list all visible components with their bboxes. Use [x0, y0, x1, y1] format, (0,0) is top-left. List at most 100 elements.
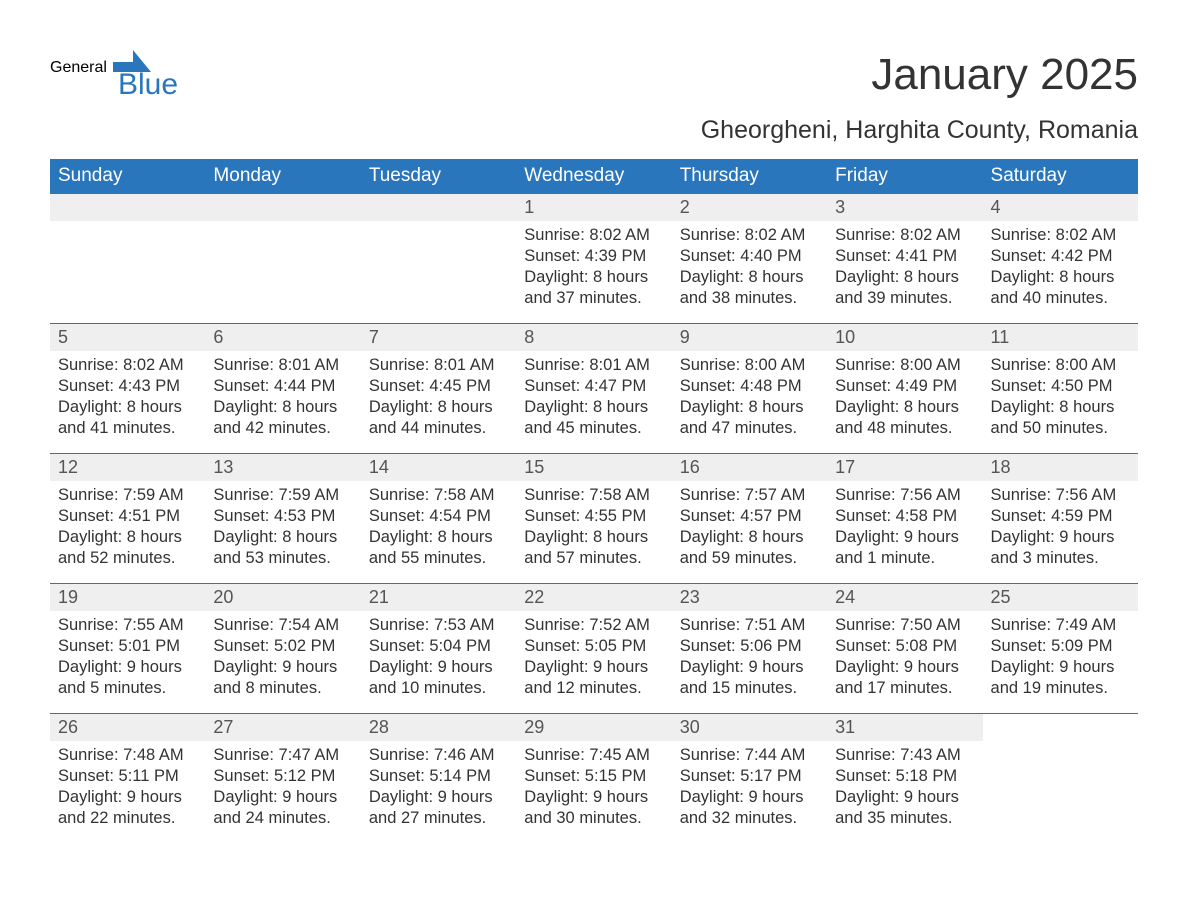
day-body: Sunrise: 7:46 AMSunset: 5:14 PMDaylight:…: [361, 741, 516, 835]
daylight-text-1: Daylight: 9 hours: [524, 657, 663, 678]
day-number: 10: [827, 324, 982, 351]
sunrise-text: Sunrise: 7:57 AM: [680, 485, 819, 506]
sunset-text: Sunset: 4:47 PM: [524, 376, 663, 397]
day-body: Sunrise: 8:02 AMSunset: 4:42 PMDaylight:…: [983, 221, 1138, 315]
daylight-text-2: and 10 minutes.: [369, 678, 508, 699]
sunrise-text: Sunrise: 8:02 AM: [524, 225, 663, 246]
sunrise-text: Sunrise: 7:56 AM: [835, 485, 974, 506]
calendar-cell: 21Sunrise: 7:53 AMSunset: 5:04 PMDayligh…: [361, 584, 516, 714]
day-body: Sunrise: 7:59 AMSunset: 4:53 PMDaylight:…: [205, 481, 360, 575]
daylight-text-1: Daylight: 9 hours: [835, 787, 974, 808]
sunset-text: Sunset: 4:40 PM: [680, 246, 819, 267]
day-body: Sunrise: 8:00 AMSunset: 4:48 PMDaylight:…: [672, 351, 827, 445]
calendar-cell: 1Sunrise: 8:02 AMSunset: 4:39 PMDaylight…: [516, 194, 671, 324]
day-number: 2: [672, 194, 827, 221]
daylight-text-2: and 59 minutes.: [680, 548, 819, 569]
day-number: 27: [205, 714, 360, 741]
day-body: Sunrise: 8:01 AMSunset: 4:44 PMDaylight:…: [205, 351, 360, 445]
daylight-text-2: and 52 minutes.: [58, 548, 197, 569]
day-number: 30: [672, 714, 827, 741]
day-header: Friday: [827, 159, 982, 194]
calendar-week: 1Sunrise: 8:02 AMSunset: 4:39 PMDaylight…: [50, 194, 1138, 324]
calendar-cell: 17Sunrise: 7:56 AMSunset: 4:58 PMDayligh…: [827, 454, 982, 584]
daylight-text-1: Daylight: 9 hours: [369, 787, 508, 808]
daylight-text-2: and 5 minutes.: [58, 678, 197, 699]
daylight-text-1: Daylight: 8 hours: [213, 397, 352, 418]
sunset-text: Sunset: 4:45 PM: [369, 376, 508, 397]
daylight-text-2: and 50 minutes.: [991, 418, 1130, 439]
calendar-cell: 28Sunrise: 7:46 AMSunset: 5:14 PMDayligh…: [361, 714, 516, 844]
day-header: Monday: [205, 159, 360, 194]
calendar-cell: [983, 714, 1138, 844]
sunset-text: Sunset: 4:39 PM: [524, 246, 663, 267]
sunset-text: Sunset: 5:18 PM: [835, 766, 974, 787]
day-number: 12: [50, 454, 205, 481]
daylight-text-1: Daylight: 9 hours: [58, 787, 197, 808]
calendar-cell: 27Sunrise: 7:47 AMSunset: 5:12 PMDayligh…: [205, 714, 360, 844]
daylight-text-2: and 45 minutes.: [524, 418, 663, 439]
calendar-cell: 10Sunrise: 8:00 AMSunset: 4:49 PMDayligh…: [827, 324, 982, 454]
calendar-cell: 3Sunrise: 8:02 AMSunset: 4:41 PMDaylight…: [827, 194, 982, 324]
day-body: Sunrise: 8:00 AMSunset: 4:50 PMDaylight:…: [983, 351, 1138, 445]
sunset-text: Sunset: 4:42 PM: [991, 246, 1130, 267]
sunset-text: Sunset: 5:12 PM: [213, 766, 352, 787]
header-row: General Blue January 2025 Gheorgheni, Ha…: [50, 50, 1138, 145]
calendar-cell: 23Sunrise: 7:51 AMSunset: 5:06 PMDayligh…: [672, 584, 827, 714]
daylight-text-2: and 19 minutes.: [991, 678, 1130, 699]
calendar-cell: 5Sunrise: 8:02 AMSunset: 4:43 PMDaylight…: [50, 324, 205, 454]
daylight-text-1: Daylight: 9 hours: [835, 657, 974, 678]
day-number: 22: [516, 584, 671, 611]
sunset-text: Sunset: 5:01 PM: [58, 636, 197, 657]
daylight-text-1: Daylight: 8 hours: [835, 267, 974, 288]
day-number: 16: [672, 454, 827, 481]
daylight-text-2: and 47 minutes.: [680, 418, 819, 439]
sunrise-text: Sunrise: 7:50 AM: [835, 615, 974, 636]
day-number: 13: [205, 454, 360, 481]
calendar-week: 19Sunrise: 7:55 AMSunset: 5:01 PMDayligh…: [50, 584, 1138, 714]
sunset-text: Sunset: 5:09 PM: [991, 636, 1130, 657]
day-body: Sunrise: 8:02 AMSunset: 4:39 PMDaylight:…: [516, 221, 671, 315]
sunrise-text: Sunrise: 8:00 AM: [680, 355, 819, 376]
day-body: Sunrise: 7:59 AMSunset: 4:51 PMDaylight:…: [50, 481, 205, 575]
sunset-text: Sunset: 5:15 PM: [524, 766, 663, 787]
logo-text: General Blue: [50, 50, 178, 100]
calendar-week: 26Sunrise: 7:48 AMSunset: 5:11 PMDayligh…: [50, 714, 1138, 844]
day-body: Sunrise: 7:57 AMSunset: 4:57 PMDaylight:…: [672, 481, 827, 575]
day-body: Sunrise: 7:50 AMSunset: 5:08 PMDaylight:…: [827, 611, 982, 705]
sunset-text: Sunset: 5:02 PM: [213, 636, 352, 657]
empty-day-num: [50, 194, 205, 221]
sunrise-text: Sunrise: 7:56 AM: [991, 485, 1130, 506]
day-number: 1: [516, 194, 671, 221]
sunrise-text: Sunrise: 8:00 AM: [835, 355, 974, 376]
daylight-text-1: Daylight: 8 hours: [991, 267, 1130, 288]
daylight-text-1: Daylight: 8 hours: [835, 397, 974, 418]
sunrise-text: Sunrise: 7:58 AM: [369, 485, 508, 506]
calendar-cell: 11Sunrise: 8:00 AMSunset: 4:50 PMDayligh…: [983, 324, 1138, 454]
sunrise-text: Sunrise: 7:53 AM: [369, 615, 508, 636]
sunrise-text: Sunrise: 7:49 AM: [991, 615, 1130, 636]
sunset-text: Sunset: 4:48 PM: [680, 376, 819, 397]
day-body: Sunrise: 7:54 AMSunset: 5:02 PMDaylight:…: [205, 611, 360, 705]
daylight-text-2: and 53 minutes.: [213, 548, 352, 569]
day-body: Sunrise: 7:44 AMSunset: 5:17 PMDaylight:…: [672, 741, 827, 835]
day-header: Thursday: [672, 159, 827, 194]
daylight-text-2: and 27 minutes.: [369, 808, 508, 829]
sunset-text: Sunset: 4:58 PM: [835, 506, 974, 527]
day-body: Sunrise: 7:45 AMSunset: 5:15 PMDaylight:…: [516, 741, 671, 835]
day-header: Tuesday: [361, 159, 516, 194]
sunset-text: Sunset: 5:17 PM: [680, 766, 819, 787]
calendar-cell: 15Sunrise: 7:58 AMSunset: 4:55 PMDayligh…: [516, 454, 671, 584]
sunset-text: Sunset: 5:11 PM: [58, 766, 197, 787]
daylight-text-2: and 8 minutes.: [213, 678, 352, 699]
day-header: Wednesday: [516, 159, 671, 194]
location-text: Gheorgheni, Harghita County, Romania: [701, 116, 1138, 145]
calendar-cell: 31Sunrise: 7:43 AMSunset: 5:18 PMDayligh…: [827, 714, 982, 844]
sunset-text: Sunset: 5:05 PM: [524, 636, 663, 657]
calendar-cell: 8Sunrise: 8:01 AMSunset: 4:47 PMDaylight…: [516, 324, 671, 454]
calendar-week: 12Sunrise: 7:59 AMSunset: 4:51 PMDayligh…: [50, 454, 1138, 584]
title-block: January 2025 Gheorgheni, Harghita County…: [701, 50, 1138, 145]
sunrise-text: Sunrise: 7:45 AM: [524, 745, 663, 766]
day-body: Sunrise: 8:02 AMSunset: 4:43 PMDaylight:…: [50, 351, 205, 445]
sunrise-text: Sunrise: 8:00 AM: [991, 355, 1130, 376]
day-header: Saturday: [983, 159, 1138, 194]
